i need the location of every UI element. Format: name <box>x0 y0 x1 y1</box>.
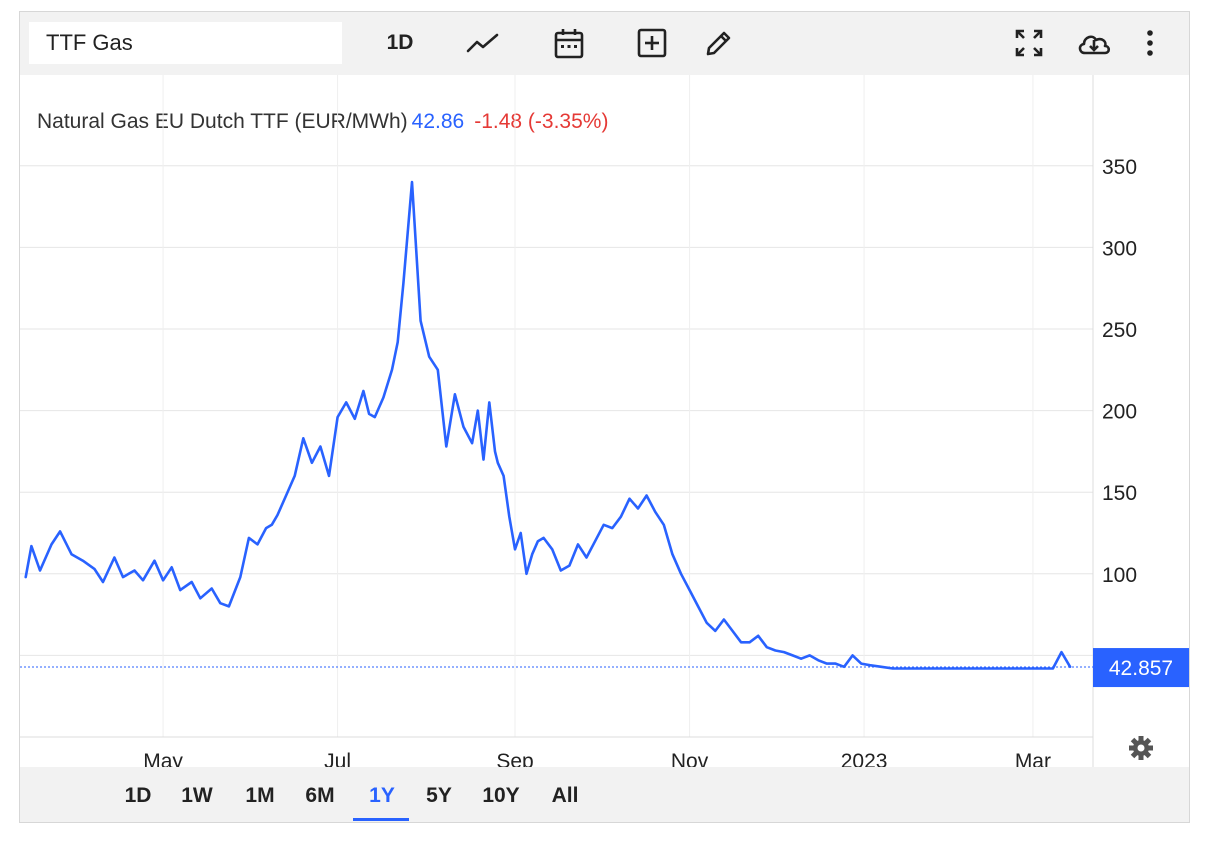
x-tick-label: Nov <box>671 750 709 767</box>
last-price-badge <box>1093 648 1189 688</box>
y-tick-label: 300 <box>1102 237 1137 260</box>
symbol-search-input[interactable]: TTF Gas <box>29 22 342 64</box>
line-chart-icon[interactable] <box>461 24 505 62</box>
add-box-icon[interactable] <box>630 24 674 62</box>
top-toolbar: TTF Gas 1D <box>20 12 1189 75</box>
more-vertical-icon[interactable] <box>1135 24 1165 62</box>
x-tick-label: Sep <box>496 750 533 767</box>
range-button-all[interactable]: All <box>551 784 579 807</box>
y-tick-label: 150 <box>1102 482 1137 505</box>
settings-gear-icon[interactable] <box>1129 736 1153 760</box>
price-series-line <box>24 180 1072 670</box>
y-tick-label: 250 <box>1102 319 1137 342</box>
x-tick-label: 2023 <box>841 750 888 767</box>
y-tick-label: 100 <box>1102 564 1137 587</box>
price-header: Natural Gas EU Dutch TTF (EUR/MWh) 42.86-… <box>37 110 608 134</box>
price-chart[interactable]: 50100150200250300350MayJulSepNov2023Mar … <box>20 75 1189 767</box>
range-button-10y[interactable]: 10Y <box>482 784 520 807</box>
range-button-1d[interactable]: 1D <box>124 784 152 807</box>
calendar-icon[interactable] <box>547 24 591 62</box>
fullscreen-icon[interactable] <box>1007 24 1051 62</box>
chart-widget: TTF Gas 1D Natural Gas EU Dutch TTF (EUR… <box>19 11 1190 823</box>
cloud-download-icon[interactable] <box>1070 24 1118 62</box>
x-tick-label: Jul <box>324 750 351 767</box>
last-price: 42.86 <box>411 110 465 133</box>
range-selector-bar: 1D 1W 1M 6M 1Y 5Y 10Y All <box>20 767 1189 822</box>
range-button-5y[interactable]: 5Y <box>426 784 452 807</box>
interval-button[interactable]: 1D <box>386 31 414 54</box>
pencil-icon[interactable] <box>697 24 741 62</box>
x-tick-label: Mar <box>1015 750 1051 767</box>
range-button-1m[interactable]: 1M <box>245 784 275 807</box>
range-button-1y[interactable]: 1Y <box>369 784 395 807</box>
instrument-name: Natural Gas EU Dutch TTF (EUR/MWh) <box>37 110 408 133</box>
range-button-1w[interactable]: 1W <box>181 784 213 807</box>
symbol-text: TTF Gas <box>46 30 133 55</box>
active-range-indicator <box>353 818 409 821</box>
range-button-6m[interactable]: 6M <box>305 784 335 807</box>
y-tick-label: 350 <box>1102 156 1137 179</box>
price-change: -1.48 (-3.35%) <box>474 110 609 133</box>
last-price-badge-text: 42.857 <box>1109 657 1173 680</box>
x-tick-label: May <box>143 750 183 767</box>
y-tick-label: 200 <box>1102 401 1137 424</box>
